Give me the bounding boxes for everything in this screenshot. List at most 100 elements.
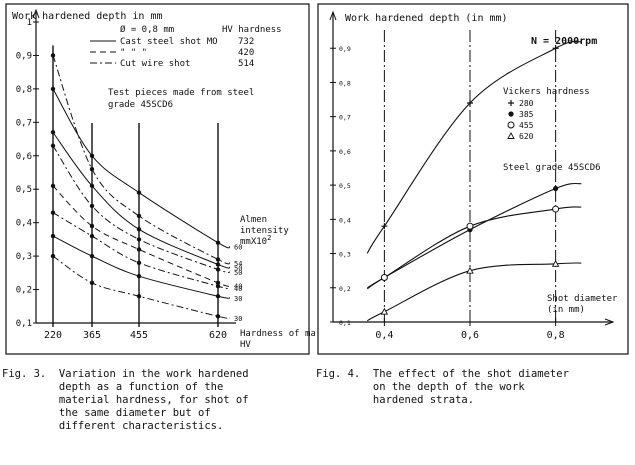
fig3-xlabel-line1: Hardness of material — [240, 329, 315, 339]
fig3-x-tick-label: 220 — [44, 330, 62, 341]
fig3-caption-label: Fig. 3. — [2, 368, 47, 380]
fig3-data-point — [136, 227, 142, 232]
fig3-note-line2: grade 45SCD6 — [108, 100, 173, 110]
fig3-series-line — [52, 88, 231, 249]
fig4-caption-label: Fig. 4. — [316, 368, 361, 380]
fig3-almen-value: 54 — [234, 260, 242, 268]
fig3-data-point — [89, 223, 95, 229]
fig3-data-point — [50, 143, 56, 148]
fig3-almen-exp: 2 — [267, 234, 271, 242]
fig3-data-point — [50, 86, 56, 92]
fig3-legend: Cast steel shot MO 732 " " " 420 Cut wire sh… — [90, 37, 254, 69]
fig3-data-point — [89, 233, 95, 239]
fig4-x-arrow — [604, 318, 615, 326]
fig3-almen-unit: mmX10 — [240, 237, 267, 247]
fig4-x-tick-label: 0,6 — [461, 330, 479, 341]
fig3-y-tick-label: 0,9 — [16, 51, 32, 61]
fig3-data-point — [215, 262, 221, 267]
fig3-data-point — [50, 253, 56, 259]
fig3-xlabel-line2: HV — [240, 340, 251, 350]
fig4-y-tick-label: 0,1 — [339, 319, 351, 327]
fig4-y-tick-label: 0,5 — [339, 182, 351, 190]
fig4-marker-triangle — [380, 307, 389, 315]
fig3-series-line — [52, 145, 231, 274]
fig3-axes: 0,1 0,2 0,3 0,4 0,5 0,6 0,7 0,8 0,9 1 220 365 455 620 — [16, 8, 236, 341]
fig3-legend-hv: 514 — [238, 59, 254, 69]
fig3-data-point — [50, 233, 56, 239]
fig4-chart: 0,1 0,2 0,3 0,4 0,5 0,6 0,7 0,8 0,9 0,4 0,6 0,8 Wor… — [317, 3, 629, 355]
fig3-y-tick-label: 0,6 — [16, 152, 32, 162]
fig3-almen-value: 40 — [234, 285, 242, 293]
fig3-x-tick-label: 620 — [209, 330, 227, 341]
fig4-series-line — [366, 206, 582, 290]
fig4-y-arrow — [329, 10, 337, 21]
fig3-frame — [5, 3, 310, 355]
fig4-marker-plus — [381, 223, 388, 230]
fig3-y-tick-label: 0,1 — [16, 319, 32, 329]
fig4-axes: 0,1 0,2 0,3 0,4 0,5 0,6 0,7 0,8 0,9 0,4 0,6 0,8 — [329, 10, 615, 341]
fig4-x-tick-label: 0,8 — [547, 330, 565, 341]
fig3-caption-text: Variation in the work hardened depth as … — [58, 368, 249, 432]
fig4-marker-circle — [507, 121, 515, 129]
fig4-marker-triangle — [551, 259, 560, 267]
fig4-marker-circle — [552, 205, 560, 213]
fig3-almen-line1: Almen — [240, 215, 267, 225]
fig3-x-tick-label: 455 — [130, 330, 148, 341]
fig4-x-tick-label: 0,4 — [375, 330, 393, 341]
fig3-data-point — [89, 166, 95, 172]
fig3-y-tick-label: 0,5 — [16, 185, 32, 195]
fig4-frame — [317, 3, 629, 355]
fig4-series — [366, 40, 582, 322]
fig3-data-point — [50, 183, 56, 189]
fig3-data-point — [215, 257, 221, 262]
fig3-data-point — [50, 210, 56, 215]
fig3-data-point — [89, 203, 95, 209]
fig4-rpm-label: N = 2000rpm — [531, 36, 597, 47]
fig3-legend-name: Cast steel shot MO — [120, 37, 218, 47]
fig4-legend: 280 385 455 620 — [507, 99, 534, 141]
fig3-y-tick-label: 1 — [27, 18, 32, 28]
fig3-chart: 0,1 0,2 0,3 0,4 0,5 0,6 0,7 0,8 0,9 1 220 365 455 620… — [5, 3, 315, 355]
fig3-data-point — [136, 273, 142, 279]
fig4-y-tick-label: 0,9 — [339, 45, 351, 53]
fig3-y-tick-label: 0,8 — [16, 85, 32, 95]
fig3-series-line — [52, 55, 231, 265]
fig4-xlabel-line2: (in mm) — [547, 305, 585, 315]
fig4-marker-circle — [466, 222, 474, 230]
fig3-data-point — [215, 294, 221, 299]
fig3-series-line — [52, 132, 231, 269]
fig3-data-point — [136, 213, 142, 219]
fig3-series-line — [52, 185, 231, 287]
fig3-data-point — [50, 130, 56, 135]
fig4-marker-plus — [467, 99, 473, 106]
fig3-xlabel: Hardness of material HV — [240, 329, 315, 350]
fig4-marker-dot — [553, 185, 559, 192]
fig3-data-point — [215, 314, 221, 319]
fig4-y-tick-label: 0,6 — [339, 148, 351, 156]
fig3-data-point — [215, 280, 221, 286]
fig3-data-point — [215, 240, 221, 245]
fig3-almen-line2: intensity — [240, 226, 289, 236]
fig3-data-point — [136, 294, 142, 299]
fig3-data-point — [89, 183, 95, 189]
fig4-y-tick-label: 0,3 — [339, 251, 351, 259]
fig3-almen-value: 50 — [234, 264, 242, 272]
fig4-legend-title: Vickers hardness — [503, 87, 590, 97]
fig4-marker-circle — [380, 274, 388, 282]
fig3-legend-hv: 732 — [238, 37, 254, 47]
fig3-data-point — [136, 247, 142, 252]
fig3-y-tick-label: 0,3 — [16, 252, 32, 262]
fig4-legend-entry: 385 — [519, 110, 534, 119]
fig4-xlabel: Shot diameter (in mm) — [547, 294, 618, 315]
fig3-y-tick-label: 0,2 — [16, 286, 32, 296]
fig3-data-point — [89, 153, 95, 158]
fig3-title: Work hardened depth in mm — [12, 11, 163, 22]
fig3-data-point — [50, 53, 56, 58]
fig4-marker-plus — [552, 45, 559, 52]
fig4-series-line — [366, 40, 582, 254]
fig3-hv-title: HV hardness — [222, 25, 282, 35]
fig3-almen-line3: mmX102 — [240, 234, 271, 247]
fig4-marker-triangle — [507, 132, 515, 139]
fig4-legend-entry: 620 — [519, 132, 534, 141]
fig3-data-point — [215, 267, 221, 272]
